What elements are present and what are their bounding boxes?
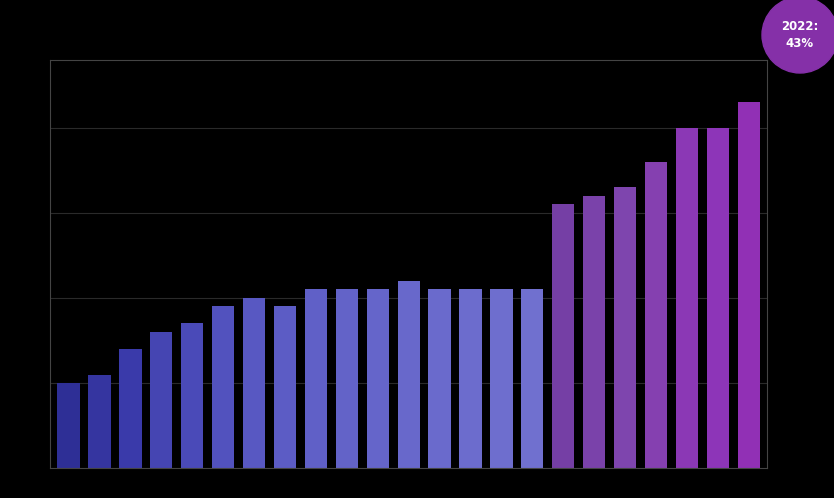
Bar (119, 349, 142, 468)
Bar (583, 196, 605, 468)
Bar (243, 298, 265, 468)
Bar (460, 289, 481, 468)
Bar (150, 332, 173, 468)
Ellipse shape (762, 0, 834, 73)
Bar (88, 374, 111, 468)
Bar (676, 128, 698, 468)
Bar (212, 306, 234, 468)
Bar (58, 383, 80, 468)
Bar (181, 324, 203, 468)
Bar (398, 281, 420, 468)
Bar (737, 102, 760, 468)
Bar (614, 187, 636, 468)
Bar (336, 289, 358, 468)
Bar (304, 289, 327, 468)
Bar (645, 162, 667, 468)
Bar (706, 128, 729, 468)
Bar (367, 289, 389, 468)
Bar (429, 289, 450, 468)
Bar (274, 306, 296, 468)
Bar (490, 289, 513, 468)
Bar (552, 204, 575, 468)
Bar (521, 289, 544, 468)
Text: 2022:
43%: 2022: 43% (781, 20, 819, 50)
